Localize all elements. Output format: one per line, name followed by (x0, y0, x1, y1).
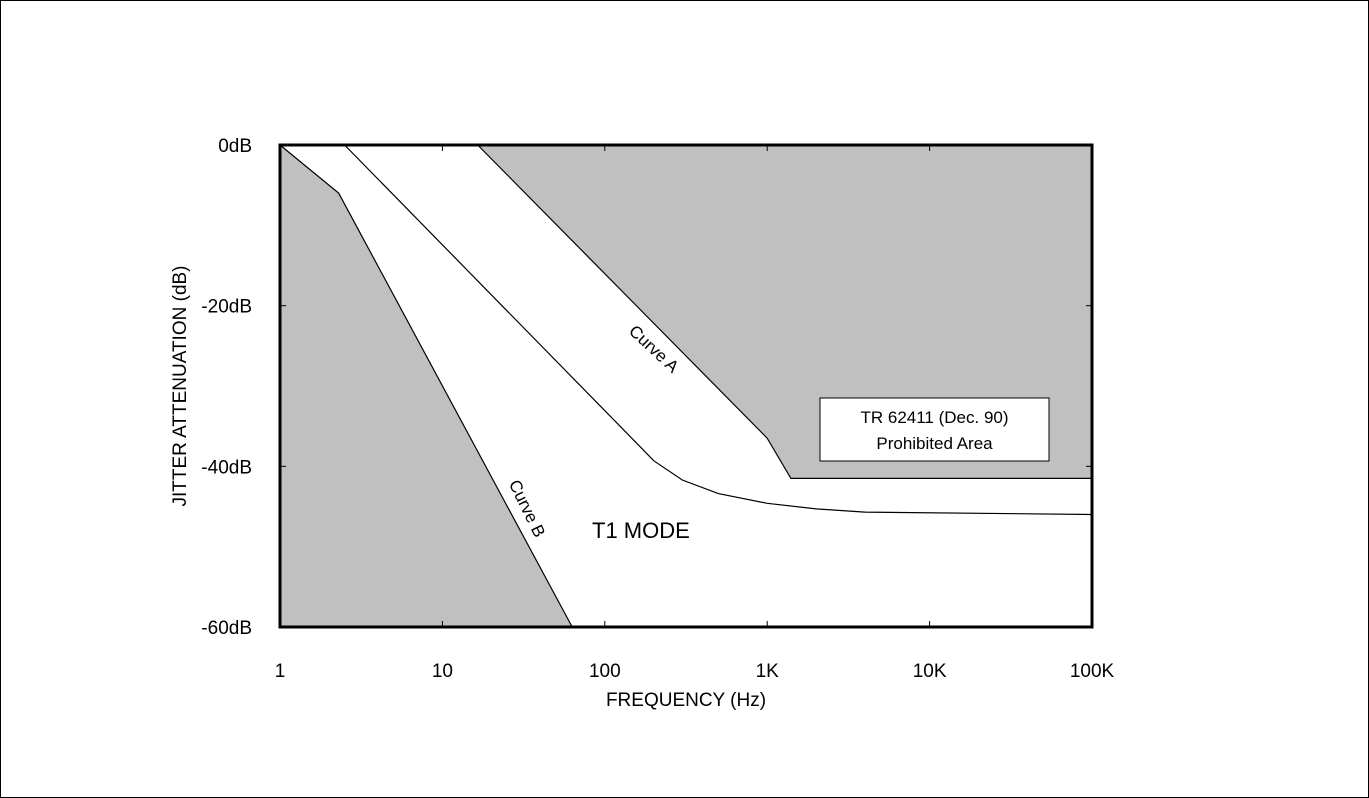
x-tick-label: 100K (1070, 661, 1115, 682)
x-tick-label: 1 (275, 661, 286, 682)
x-tick-labels: 1 10 100 1K 10K 100K (275, 661, 1115, 682)
prohibited-regions (280, 145, 1092, 627)
x-tick-label: 1K (756, 661, 780, 682)
y-tick-label: -60dB (201, 618, 252, 639)
curve-b-line (279, 144, 573, 628)
axis-ticks (279, 144, 1093, 628)
curve-a-line (477, 144, 1092, 479)
x-tick-label: 10K (913, 661, 947, 682)
y-tick-label: -20dB (201, 297, 252, 318)
prohibited-region-lower (280, 145, 573, 627)
prohibited-region-upper (477, 145, 1092, 479)
y-tick-label: 0dB (218, 136, 252, 157)
t1-mode-line (344, 144, 1093, 516)
plot-border (278, 143, 1094, 629)
x-tick-label: 100 (589, 661, 621, 682)
y-tick-label: -40dB (201, 457, 252, 478)
x-tick-label: 10 (432, 661, 453, 682)
prohibited-area-box: TR 62411 (Dec. 90) Prohibited Area (819, 397, 1050, 462)
y-tick-labels: 0dB -20dB -40dB -60dB (201, 136, 252, 639)
mode-label: T1 MODE (592, 518, 690, 543)
prohibited-area-box-line-2: Prohibited Area (876, 434, 993, 453)
curves (279, 144, 1093, 628)
x-axis-title: FREQUENCY (Hz) (606, 690, 766, 711)
prohibited-area-box-border (819, 397, 1050, 462)
prohibited-area-box-line-1: TR 62411 (Dec. 90) (860, 408, 1008, 427)
y-axis-title: JITTER ATTENUATION (dB) (170, 265, 191, 506)
